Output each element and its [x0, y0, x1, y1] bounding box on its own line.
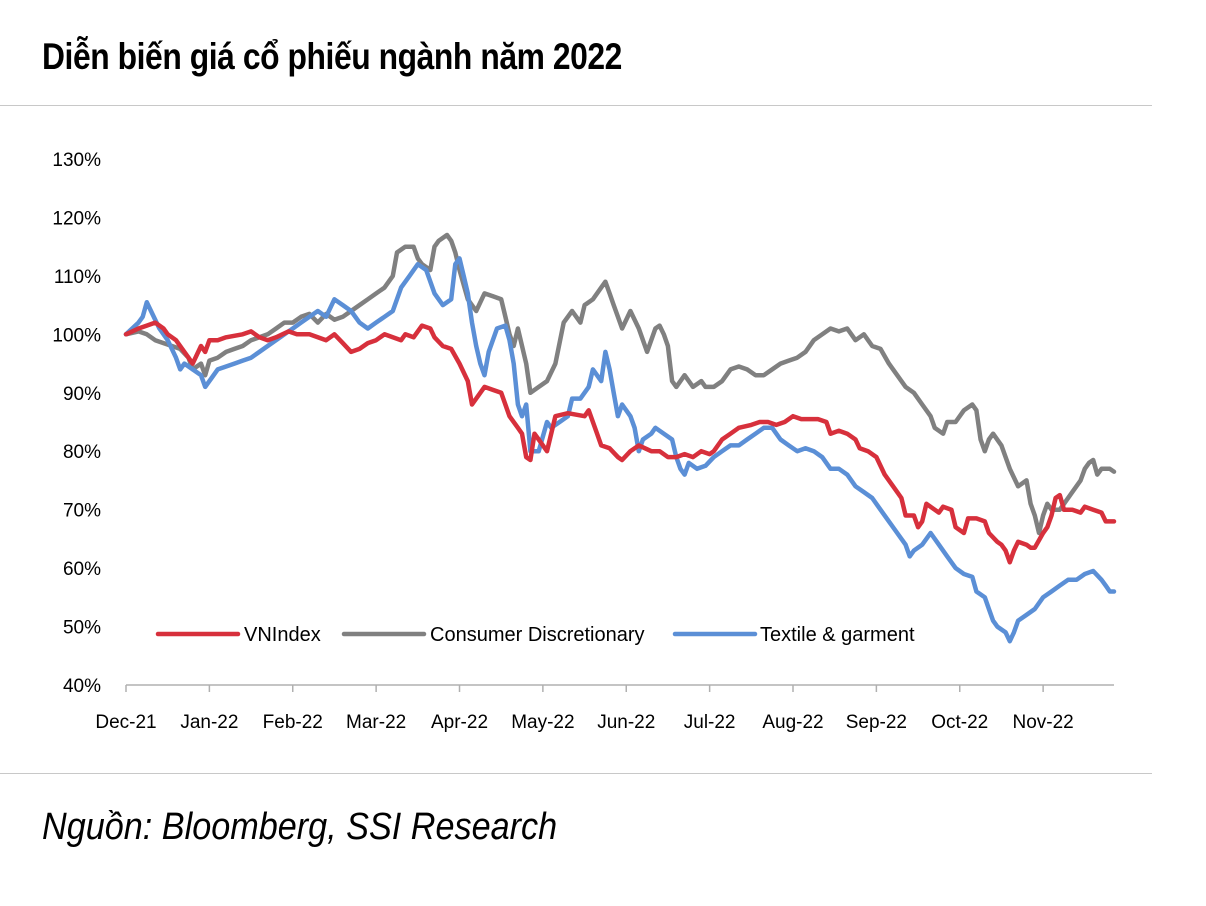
y-tick-label: 100% — [52, 325, 101, 346]
x-tick-label: Feb-22 — [263, 712, 323, 733]
x-tick-label: Jul-22 — [684, 712, 736, 733]
x-tick-label: Oct-22 — [931, 712, 988, 733]
series-line-textile-garment — [123, 256, 1117, 644]
x-tick-label: Jan-22 — [180, 712, 238, 733]
legend-label-textile-garment: Textile & garment — [760, 624, 915, 646]
x-tick-label: Jun-22 — [597, 712, 655, 733]
y-tick-label: 110% — [54, 267, 101, 288]
chart-axes: 40% 50% 60% 70% 80% 90% 100% 110% 120% 130% Dec-21… — [52, 150, 1114, 733]
bottom-divider — [0, 773, 1152, 774]
legend-label-consumer-discretionary: Consumer Discretionary — [430, 624, 645, 646]
y-tick-label: 80% — [63, 442, 101, 463]
x-tick-label: Nov-22 — [1013, 712, 1074, 733]
x-tick-label: Mar-22 — [346, 712, 406, 733]
x-tick-label: Aug-22 — [762, 712, 823, 733]
y-tick-label: 50% — [63, 618, 101, 639]
chart-title: Diễn biến giá cổ phiếu ngành năm 2022 — [42, 36, 622, 77]
source-note: Nguồn: Bloomberg, SSI Research — [42, 806, 558, 848]
x-tick-label: Sep-22 — [846, 712, 907, 733]
chart-series — [123, 232, 1117, 644]
series-line-consumer-discretionary — [123, 232, 1117, 536]
y-tick-label: 130% — [52, 150, 101, 171]
x-tick-label: Apr-22 — [431, 712, 488, 733]
x-tick-label: May-22 — [511, 712, 574, 733]
legend-label-vnindex: VNIndex — [244, 624, 321, 646]
y-tick-label: 40% — [63, 676, 101, 697]
y-tick-label: 70% — [63, 501, 101, 522]
chart-legend: VNIndex Consumer Discretionary Textile & g… — [155, 624, 915, 646]
x-tick-label: Dec-21 — [95, 712, 156, 733]
series-line-vnindex — [123, 320, 1117, 565]
y-tick-label: 90% — [63, 384, 101, 405]
y-tick-label: 60% — [63, 559, 101, 580]
y-tick-label: 120% — [52, 208, 101, 229]
top-divider — [0, 105, 1152, 106]
